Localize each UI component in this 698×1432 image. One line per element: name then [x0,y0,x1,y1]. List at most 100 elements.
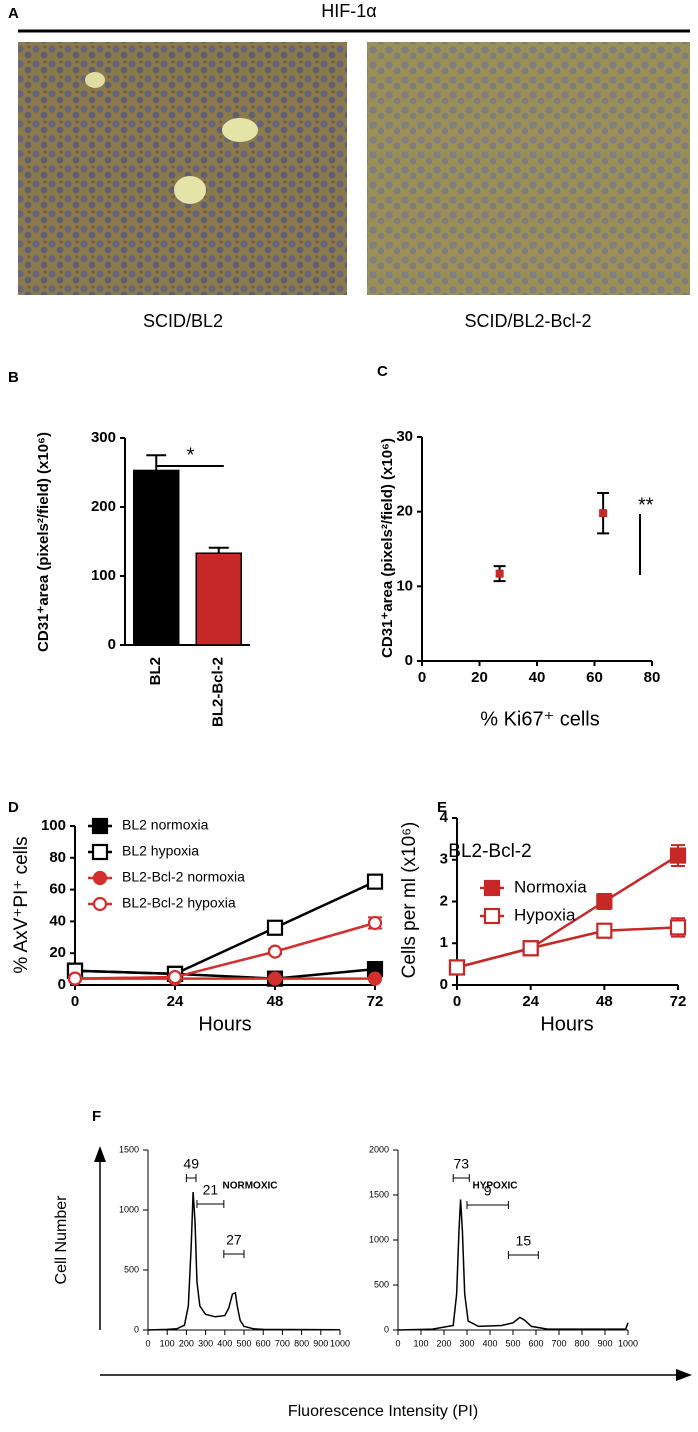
x-tick-label: 80 [644,669,661,686]
x-tick-label: 500 [505,1338,520,1348]
legend-marker [91,817,109,835]
y-tick-label: 0 [134,1324,139,1334]
x-tick-label: 600 [528,1338,543,1348]
y-axis-label: % AxV⁺PI⁺ cells [11,836,32,973]
micrograph [18,42,347,295]
y-tick-label: 1500 [119,1144,139,1154]
micrograph-detail [85,72,105,88]
x-tick-label: 600 [256,1338,271,1348]
y-tick-label: 300 [91,429,116,446]
y-tick-label: 1000 [369,1234,389,1244]
gate [452,1174,470,1182]
chart-title: NORMOXIC [223,1181,278,1192]
series-line [74,880,376,976]
chart-title: HYPOXIC [472,1181,517,1192]
x-tick-label: 0 [453,993,461,1010]
marker [669,847,687,864]
x-tick-label: 0 [71,993,79,1010]
x-tick-label: BL2 [147,657,164,685]
gate [507,1251,539,1259]
x-tick-label: 24 [522,993,539,1010]
panel-letter: A [8,5,19,22]
gate-label: 73 [453,1156,469,1172]
marker [448,959,466,976]
x-tick-label: 72 [670,993,687,1010]
x-tick-label: 300 [459,1338,474,1348]
x-tick-label: 400 [482,1338,497,1348]
marker [167,969,183,985]
gate [223,1250,245,1258]
x-tick-label: 700 [551,1338,566,1348]
legend-marker [92,870,108,886]
x-tick-label: BL2-Bcl-2 [210,657,227,727]
y-tick-label: 200 [91,498,116,515]
arrow-head [676,1369,692,1381]
marker [366,873,384,890]
x-tick-label: 60 [586,669,603,686]
x-tick-label: 24 [167,993,184,1010]
x-tick-label: 20 [471,669,488,686]
x-tick-label: 1000 [618,1338,638,1348]
legend-label: BL2-Bcl-2 normoxia [122,869,245,885]
y-tick-label: 2000 [369,1144,389,1154]
marker [367,915,383,931]
x-tick-label: 800 [574,1338,589,1348]
marker [267,971,283,986]
y-tick-label: 40 [49,912,66,929]
error-bar [208,546,229,554]
series-line [147,1191,341,1331]
y-axis-label: CD31⁺area (pixels²/field) (x10⁶) [35,432,52,652]
y-tick-label: 100 [91,567,116,584]
panel-letter: F [92,1108,101,1125]
x-tick-label: 200 [179,1338,194,1348]
gate-label: 15 [516,1233,532,1249]
point [599,509,608,518]
legend-marker [483,907,501,925]
y-tick-label: 1500 [369,1189,389,1199]
y-tick-label: 1 [440,934,448,951]
series-line [456,926,679,969]
micrograph-detail [222,118,258,142]
x-tick-label: 0 [395,1338,400,1348]
image-caption: SCID/BL2-Bcl-2 [464,311,591,331]
gate [466,1201,509,1209]
marker [522,940,539,957]
marker [266,919,284,936]
chart-title: BL2-Bcl-2 [448,841,531,862]
x-axis-label: Fluorescence Intensity (PI) [288,1403,478,1420]
y-tick-label: 500 [374,1279,389,1289]
y-axis-label: Cells per ml (x10⁶) [399,822,420,979]
y-tick-label: 500 [124,1264,139,1274]
y-tick-label: 100 [41,817,66,834]
gate-label: 9 [484,1183,492,1199]
x-tick-label: 900 [313,1338,328,1348]
image-caption: SCID/BL2 [143,311,223,331]
legend-label: BL2 normoxia [122,817,209,833]
y-tick-label: 60 [49,881,66,898]
y-tick-label: 20 [396,503,413,520]
panel-letter: C [377,363,388,380]
legend-marker [92,896,108,912]
marker [669,919,687,936]
gate-label: 21 [203,1182,219,1198]
y-tick-label: 30 [396,428,413,445]
x-tick-label: 1000 [330,1338,350,1348]
gate [196,1200,225,1208]
marker [367,971,383,986]
legend-marker [483,879,501,897]
y-tick-label: 2 [440,892,448,909]
significance-mark: ** [638,494,654,516]
x-tick-label: 700 [275,1338,290,1348]
x-tick-label: 48 [267,993,284,1010]
y-tick-label: 10 [396,577,413,594]
panel-letter: B [8,369,19,386]
x-axis-label: Hours [198,1013,251,1035]
x-tick-label: 200 [436,1338,451,1348]
gate-label: 49 [183,1156,199,1172]
series-line [74,921,376,980]
y-tick-label: 3 [440,851,448,868]
bar [133,469,180,646]
marker [267,944,283,959]
